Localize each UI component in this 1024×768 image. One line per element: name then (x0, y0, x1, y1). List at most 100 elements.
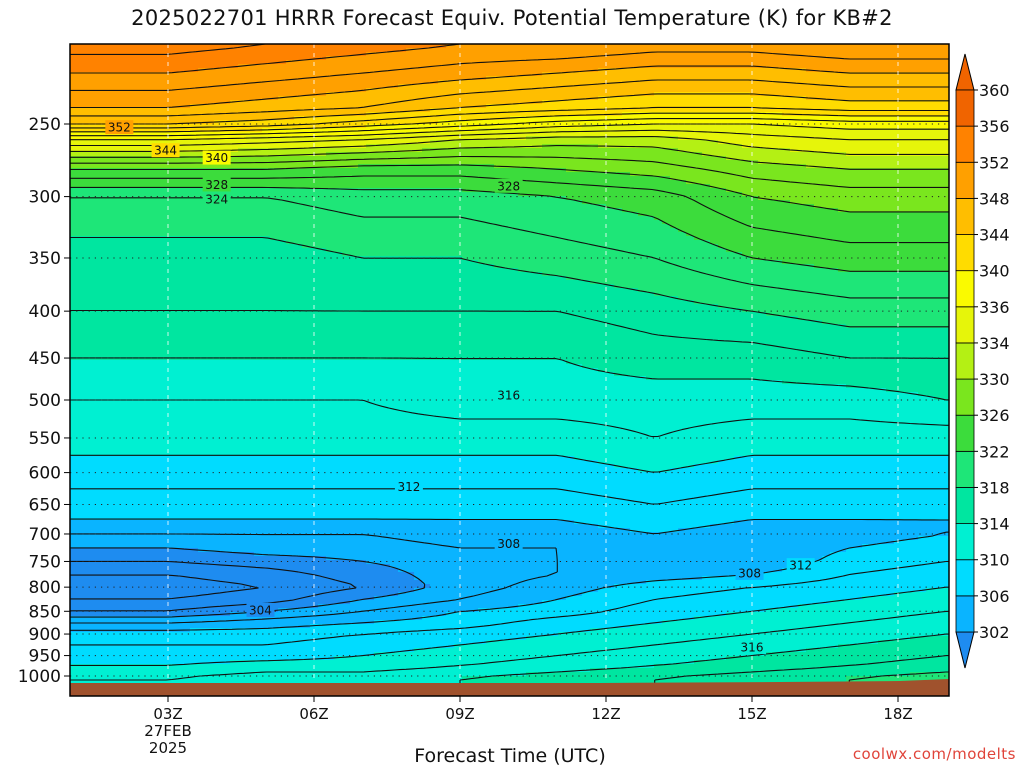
field-cell (174, 260, 183, 265)
field-cell (214, 556, 223, 561)
field-cell (118, 660, 127, 665)
field-cell (238, 264, 247, 269)
field-cell (222, 372, 231, 377)
field-cell (134, 484, 143, 489)
field-cell (286, 212, 295, 217)
field-cell (126, 592, 135, 597)
field-cell (254, 312, 263, 317)
field-cell (134, 304, 143, 309)
field-cell (222, 116, 231, 121)
field-cell (70, 48, 79, 53)
field-cell (110, 312, 119, 317)
field-cell (102, 428, 111, 433)
field-cell (246, 424, 255, 429)
field-cell (254, 364, 263, 369)
field-cell (222, 248, 231, 253)
field-cell (286, 92, 295, 97)
field-cell (182, 648, 191, 653)
field-cell (302, 584, 311, 589)
field-cell (118, 388, 127, 393)
field-cell (182, 428, 191, 433)
field-cell (158, 440, 167, 445)
field-cell (78, 500, 87, 505)
field-cell (190, 152, 199, 157)
field-cell (254, 432, 263, 437)
field-cell (214, 440, 223, 445)
field-cell (222, 584, 231, 589)
field-cell (158, 388, 167, 393)
field-cell (86, 548, 95, 553)
field-cell (86, 336, 95, 341)
field-cell (190, 524, 199, 529)
field-cell (270, 276, 279, 281)
field-cell (142, 512, 151, 517)
field-cell (126, 348, 135, 353)
field-cell (134, 228, 143, 233)
field-cell (262, 456, 271, 461)
field-cell (134, 348, 143, 353)
field-cell (246, 248, 255, 253)
field-cell (302, 360, 311, 365)
field-cell (310, 84, 319, 89)
field-cell (102, 528, 111, 533)
field-cell (310, 408, 319, 413)
field-cell (198, 496, 207, 501)
field-cell (198, 596, 207, 601)
field-cell (102, 416, 111, 421)
field-cell (278, 144, 287, 149)
field-cell (126, 56, 135, 61)
field-cell (286, 616, 295, 621)
field-cell (302, 492, 311, 497)
field-cell (198, 664, 207, 669)
field-cell (94, 316, 103, 321)
field-cell (174, 204, 183, 209)
field-cell (182, 180, 191, 185)
field-cell (294, 316, 303, 321)
field-cell (222, 404, 231, 409)
field-cell (230, 368, 239, 373)
field-cell (222, 520, 231, 525)
field-cell (102, 228, 111, 233)
field-cell (110, 144, 119, 149)
field-cell (70, 528, 79, 533)
field-cell (222, 572, 231, 577)
field-cell (206, 620, 215, 625)
field-cell (190, 460, 199, 465)
field-cell (78, 400, 87, 405)
field-cell (206, 588, 215, 593)
field-cell (166, 516, 175, 521)
field-cell (158, 476, 167, 481)
field-cell (246, 268, 255, 273)
field-cell (286, 460, 295, 465)
field-cell (294, 180, 303, 185)
field-cell (262, 112, 271, 117)
field-cell (174, 208, 183, 213)
field-cell (166, 232, 175, 237)
field-cell (126, 572, 135, 577)
field-cell (246, 468, 255, 473)
field-cell (222, 312, 231, 317)
field-cell (70, 452, 79, 457)
field-cell (270, 88, 279, 93)
field-cell (110, 344, 119, 349)
field-cell (182, 164, 191, 169)
field-cell (150, 432, 159, 437)
field-cell (238, 48, 247, 53)
field-cell (126, 604, 135, 609)
field-cell (110, 404, 119, 409)
field-cell (206, 364, 215, 369)
field-cell (150, 160, 159, 165)
field-cell (166, 300, 175, 305)
field-cell (70, 524, 79, 529)
field-cell (182, 152, 191, 157)
field-cell (78, 588, 87, 593)
field-cell (254, 540, 263, 545)
field-cell (198, 264, 207, 269)
field-cell (134, 604, 143, 609)
field-cell (110, 548, 119, 553)
field-cell (134, 376, 143, 381)
field-cell (182, 328, 191, 333)
field-cell (166, 336, 175, 341)
field-cell (302, 300, 311, 305)
field-cell (254, 400, 263, 405)
